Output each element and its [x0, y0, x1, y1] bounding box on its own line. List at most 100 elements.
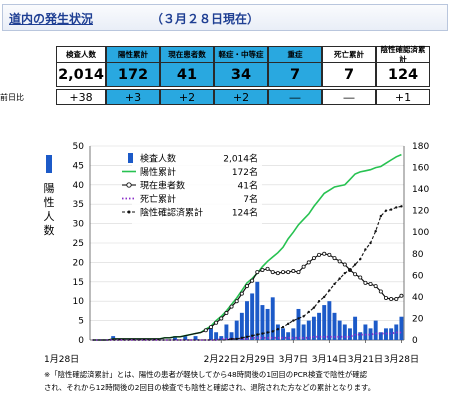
y-left-tick: 5	[78, 317, 84, 327]
legend-value: 124名	[232, 207, 258, 219]
stat-value: 172	[106, 62, 160, 87]
current-patients-point	[378, 289, 383, 294]
tests-bar	[301, 324, 306, 340]
negative-point	[343, 271, 347, 275]
negative-point	[364, 248, 367, 251]
negative-point	[369, 241, 372, 245]
stat-value: 7	[268, 62, 322, 87]
legend-swatch-current-marker	[126, 182, 132, 188]
tests-bar	[286, 332, 291, 340]
tests-bar	[378, 332, 383, 340]
current-patients-point	[368, 281, 373, 286]
y-right-tick: 60	[412, 271, 424, 281]
negative-point	[286, 322, 290, 326]
stat-header: 現在患者数	[160, 46, 214, 63]
y-left-tick: 30	[73, 220, 85, 230]
stat-value: 41	[160, 62, 214, 87]
stat-diff: +1	[376, 89, 430, 105]
stat-header: 軽症・中等症	[214, 46, 268, 63]
current-patients-point	[239, 291, 244, 296]
tests-bar	[193, 336, 198, 340]
negative-point	[245, 335, 249, 338]
stat-header: 陽性累計	[106, 46, 160, 63]
negative-point	[395, 206, 398, 209]
y-left-tick: 40	[73, 181, 85, 191]
current-patients-point	[383, 295, 388, 300]
current-patients-point	[250, 278, 255, 283]
stat-diff: +3	[106, 89, 160, 105]
current-patients-point	[255, 270, 260, 275]
legend-swatch-negative-marker	[127, 210, 131, 214]
tests-bar	[342, 324, 347, 340]
negative-point	[256, 333, 259, 336]
current-patients-point	[244, 284, 249, 289]
tests-bar	[224, 324, 229, 340]
y-right-tick: 40	[412, 293, 424, 303]
current-patients-point	[260, 267, 265, 272]
x-tick-label: 2月29日	[240, 354, 275, 365]
current-patients-point	[265, 266, 270, 271]
negative-point	[281, 325, 285, 329]
stat-value: 7	[322, 62, 376, 87]
current-patients-point	[203, 328, 208, 333]
tests-bar	[317, 312, 322, 340]
stat-value: 2,014	[56, 62, 106, 87]
y-left-tick: 10	[73, 297, 85, 307]
negative-point	[250, 334, 254, 337]
tests-bar	[332, 312, 337, 340]
current-patients-point	[317, 252, 322, 257]
legend-swatch-tests	[128, 153, 133, 163]
current-patients-point	[291, 269, 296, 274]
current-patients-point	[208, 325, 213, 330]
tests-bar	[183, 336, 188, 340]
section-title[interactable]: 道内の発生状況	[9, 12, 94, 26]
section-header: 道内の発生状況 （３月２８日現在）	[2, 4, 448, 31]
negative-point	[240, 336, 244, 340]
negative-point	[235, 337, 238, 341]
y-right-tick: 80	[412, 250, 424, 260]
current-patients-point	[389, 297, 394, 302]
tests-bar	[281, 328, 285, 340]
deaths-line	[92, 331, 402, 341]
legend-label: 検査人数	[140, 153, 176, 165]
y-left-tick: 15	[73, 278, 84, 288]
tests-bar	[353, 316, 358, 340]
y-left-tick: 45	[73, 161, 84, 171]
tests-bar	[306, 320, 311, 340]
x-tick-label: 3月21日	[348, 354, 383, 365]
tests-bar	[368, 328, 373, 340]
y-left-tick: 35	[73, 200, 84, 210]
current-patients-point	[234, 299, 239, 304]
y-right-tick: 100	[412, 228, 429, 238]
tests-bar	[327, 301, 332, 340]
current-patients-point	[332, 256, 337, 261]
negative-point	[384, 209, 388, 212]
tests-bar	[363, 324, 368, 340]
stats-table: 検査人数 2,014 +38 陽性累計 172 +3 現在患者数 41 +2 軽症・中等症 34 +2…	[0, 45, 450, 126]
negative-point	[333, 282, 336, 286]
stat-diff: ―	[268, 89, 322, 105]
negative-point	[338, 277, 341, 280]
current-patients-point	[275, 271, 280, 276]
tests-bar	[399, 316, 404, 340]
tests-bar	[270, 297, 275, 340]
negative-point	[400, 205, 403, 208]
current-patients-point	[342, 262, 347, 267]
tests-bar	[260, 305, 265, 340]
tests-bar	[229, 332, 234, 340]
tests-bar	[311, 316, 316, 340]
y-right-tick: 20	[412, 314, 424, 324]
negative-point	[271, 330, 274, 333]
x-tick-label: 3月7日	[279, 354, 308, 365]
negative-point	[389, 208, 393, 211]
current-patients-point	[219, 316, 224, 321]
y-left-label: 陽性人数	[44, 182, 55, 237]
negative-point	[348, 268, 352, 272]
current-patients-point	[214, 320, 219, 325]
y-right-tick: 160	[412, 164, 429, 174]
current-patients-point	[281, 270, 286, 275]
current-patients-point	[358, 275, 363, 280]
stat-header: 重症	[268, 46, 322, 63]
y-left-tick: 25	[73, 239, 84, 249]
current-patients-point	[224, 311, 229, 316]
